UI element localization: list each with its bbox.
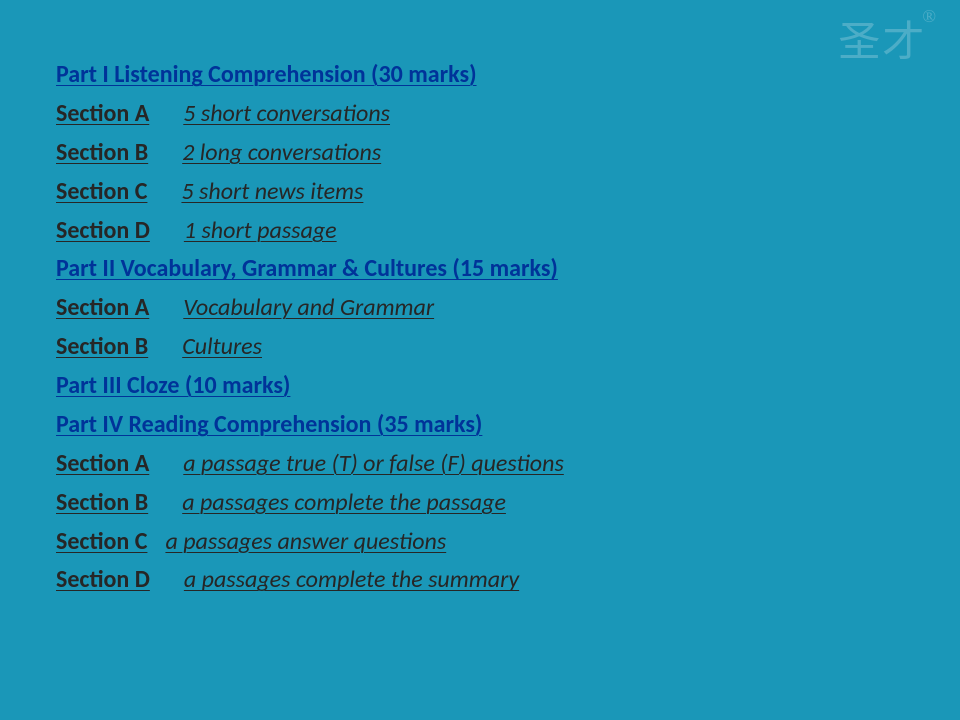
- section-label: Section D: [56, 216, 150, 245]
- part-heading-text: Part II Vocabulary, Grammar & Cultures (…: [56, 254, 558, 283]
- section-description: 2 long conversations: [182, 138, 381, 167]
- section-line: Section C 5 short news items: [56, 173, 960, 212]
- part-heading: Part IV Reading Comprehension (35 marks): [56, 406, 960, 445]
- section-description: 1 short passage: [184, 216, 337, 245]
- section-line: Section A 5 short conversations: [56, 95, 960, 134]
- section-line: Section A Vocabulary and Grammar: [56, 289, 960, 328]
- section-description: a passages answer questions: [165, 527, 446, 556]
- section-line: Section B Cultures: [56, 328, 960, 367]
- section-label: Section B: [56, 332, 148, 361]
- part-heading-text: Part IV Reading Comprehension (35 marks): [56, 410, 482, 439]
- section-line: Section C a passages answer questions: [56, 523, 960, 562]
- section-line: Section D a passages complete the summary: [56, 561, 960, 600]
- section-description: a passages complete the summary: [184, 565, 519, 594]
- section-label: Section A: [56, 99, 149, 128]
- section-label: Section A: [56, 293, 149, 322]
- section-line: Section D 1 short passage: [56, 212, 960, 251]
- section-label: Section C: [56, 177, 147, 206]
- section-label: Section C: [56, 527, 147, 556]
- section-description: Cultures: [182, 332, 262, 361]
- part-heading: Part I Listening Comprehension (30 marks…: [56, 56, 960, 95]
- part-heading: Part III Cloze (10 marks): [56, 367, 960, 406]
- section-label: Section B: [56, 488, 148, 517]
- exam-outline: Part I Listening Comprehension (30 marks…: [0, 0, 960, 600]
- section-description: Vocabulary and Grammar: [183, 293, 434, 322]
- part-heading-text: Part I Listening Comprehension (30 marks…: [56, 60, 477, 89]
- section-label: Section A: [56, 449, 149, 478]
- section-description: a passage true (T) or false (F) question…: [183, 449, 564, 478]
- part-heading: Part II Vocabulary, Grammar & Cultures (…: [56, 250, 960, 289]
- section-line: Section B 2 long conversations: [56, 134, 960, 173]
- part-heading-text: Part III Cloze (10 marks): [56, 371, 290, 400]
- section-line: Section B a passages complete the passage: [56, 484, 960, 523]
- section-line: Section A a passage true (T) or false (F)…: [56, 445, 960, 484]
- section-description: 5 short conversations: [183, 99, 390, 128]
- section-label: Section B: [56, 138, 148, 167]
- section-description: 5 short news items: [181, 177, 363, 206]
- section-description: a passages complete the passage: [182, 488, 506, 517]
- section-label: Section D: [56, 565, 150, 594]
